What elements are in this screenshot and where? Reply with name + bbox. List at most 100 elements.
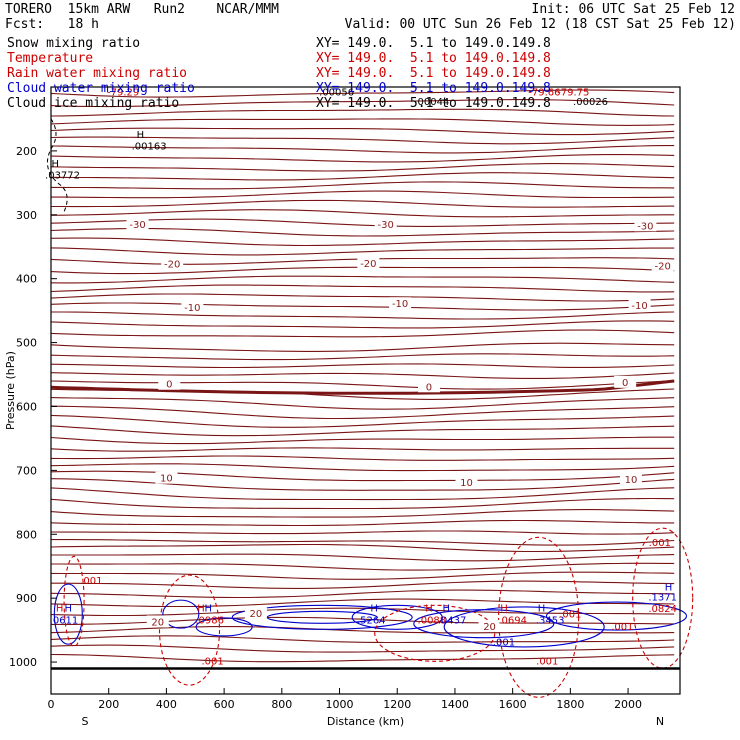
isotherm-line — [50, 118, 675, 126]
legend-temperature-label: Temperature — [7, 51, 94, 66]
y-tick-label: 700 — [16, 464, 37, 477]
isotherm-line — [50, 353, 675, 361]
endpoint-right: N — [656, 715, 664, 728]
temperature-label: 0 — [166, 380, 172, 391]
isotherm-line — [50, 405, 675, 420]
valid-time: Valid: 00 UTC Sun 26 Feb 12 (18 CST Sat … — [344, 17, 736, 32]
plot-frame — [50, 86, 681, 695]
field-value-label: .0088 — [418, 616, 447, 627]
field-value-label: .5264 — [357, 616, 386, 627]
field-value-label: -79.75 — [557, 87, 589, 98]
field-value-label: .001 — [536, 657, 558, 668]
isotherm-line — [50, 284, 675, 293]
isotherm-line — [50, 436, 675, 445]
temperature-label: -20 — [164, 260, 180, 271]
init-time: Init: 06 UTC Sat 25 Feb 12 — [531, 2, 736, 17]
label-bg — [155, 471, 178, 484]
isotherm-line — [51, 562, 675, 571]
isotherm-line — [50, 228, 675, 237]
field-value-label: H — [204, 604, 212, 615]
field-value-label: H — [425, 604, 433, 615]
isotherm-line — [50, 470, 675, 482]
field-value-label: .001 — [611, 622, 633, 633]
isotherm-line — [50, 163, 675, 172]
label-bg — [158, 377, 181, 390]
temperature-label: -20 — [655, 262, 671, 273]
isotherm-line — [50, 397, 675, 410]
label-bg — [357, 256, 380, 269]
field-value-label: .00056 — [319, 87, 354, 98]
label-bg — [161, 257, 184, 270]
isotherm-line — [51, 553, 675, 562]
y-tick-label: 400 — [16, 273, 37, 286]
field-value-label: .001 — [649, 538, 671, 549]
temperature-label: -20 — [360, 259, 376, 270]
label-bg — [417, 380, 440, 393]
label-bg — [146, 615, 169, 628]
field-value-label: H — [443, 604, 451, 615]
isotherm-line — [50, 653, 675, 663]
isotherm-line — [50, 145, 675, 154]
label-bg — [634, 219, 657, 232]
field-value-label: .001 — [559, 609, 581, 620]
y-tick-label: 800 — [16, 528, 37, 541]
cloud-contour — [195, 617, 253, 637]
field-value-label: H — [52, 159, 60, 170]
x-tick-label: 600 — [214, 698, 235, 711]
model-title: TORERO 15km ARW Run2 NCAR/MMM — [5, 2, 279, 17]
field-value-label: H — [538, 604, 546, 615]
field-value-label: .0824 — [648, 604, 677, 615]
temperature-label: 20 — [249, 609, 262, 620]
field-value-label: H — [65, 604, 73, 615]
temperature-label: -10 — [184, 303, 200, 314]
x-tick-label: 800 — [271, 698, 292, 711]
y-tick-label: 300 — [16, 209, 37, 222]
temperature-label: -10 — [392, 299, 408, 310]
x-tick-label: 1000 — [326, 698, 354, 711]
isotherm-line — [50, 487, 675, 501]
isotherm-line — [51, 190, 675, 199]
legend-snow-label: Snow mixing ratio — [7, 36, 141, 51]
x-tick-label: 0 — [48, 698, 55, 711]
label-bg — [628, 299, 651, 312]
field-value-label: .00026 — [573, 97, 608, 108]
x-tick-label: 1600 — [499, 698, 527, 711]
isotherm-line — [50, 172, 675, 181]
x-tick-label: 400 — [156, 698, 177, 711]
temperature-label: 20 — [151, 617, 164, 628]
temperature-label: -10 — [631, 301, 647, 312]
cloud-contour — [53, 583, 83, 645]
legend-cloud-water-label: Cloud water mixing ratio — [7, 81, 195, 96]
legend-temperature-xy: XY= 149.0. 5.1 to 149.0.149.8 — [316, 51, 551, 66]
label-bg — [478, 619, 501, 632]
field-value-label: .001 — [493, 637, 515, 648]
isotherm-line — [50, 329, 675, 338]
cloud-contour — [632, 527, 694, 669]
isotherm-line — [50, 380, 675, 390]
field-value-label: .00163 — [132, 142, 167, 153]
isotherm-line — [50, 127, 675, 136]
field-value-label: .001 — [80, 576, 102, 587]
field-value-label: H — [370, 604, 378, 615]
legend-cloud-ice-xy: XY= 149.0. 5.1 to 149.0.149.8 — [316, 96, 551, 111]
isotherm-line — [50, 463, 675, 472]
x-tick-label: 1800 — [556, 698, 584, 711]
legend-rain-label: Rain water mixing ratio — [7, 66, 188, 81]
cloud-contour — [266, 610, 378, 624]
field-value-label: .0986 — [195, 616, 224, 627]
label-bg — [244, 607, 267, 620]
isotherm-line — [50, 320, 675, 329]
field-value-label: .00044 — [414, 97, 449, 108]
isotherm-line — [50, 237, 675, 247]
isotherm-line — [51, 580, 675, 589]
field-value-label: .0437 — [438, 616, 467, 627]
label-bg — [651, 259, 674, 272]
temperature-label: -30 — [129, 220, 145, 231]
isotherm-line — [50, 455, 675, 461]
label-bg — [619, 472, 642, 485]
isotherm-line — [50, 626, 675, 634]
temperature-label: 10 — [460, 478, 473, 489]
isotherm-line — [50, 571, 675, 580]
cloud-contour — [231, 604, 413, 630]
